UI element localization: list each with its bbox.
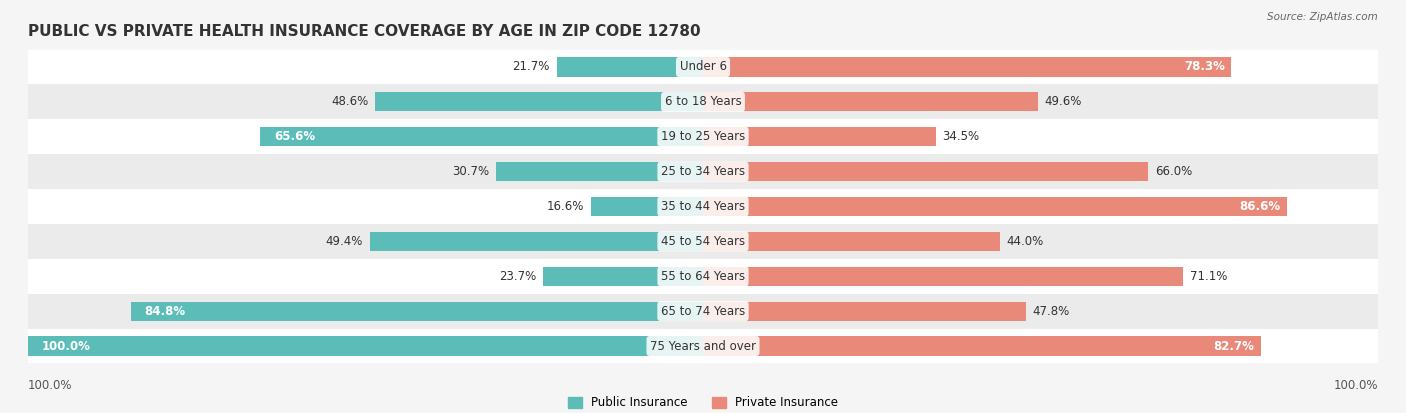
Text: 35 to 44 Years: 35 to 44 Years — [661, 200, 745, 213]
Bar — [703, 57, 1232, 76]
Bar — [28, 224, 1378, 259]
Text: Under 6: Under 6 — [679, 60, 727, 74]
Legend: Public Insurance, Private Insurance: Public Insurance, Private Insurance — [564, 392, 842, 413]
Text: 25 to 34 Years: 25 to 34 Years — [661, 165, 745, 178]
Bar — [28, 259, 1378, 294]
Text: 19 to 25 Years: 19 to 25 Years — [661, 130, 745, 143]
Text: 23.7%: 23.7% — [499, 270, 536, 283]
Bar — [131, 301, 703, 321]
Text: PUBLIC VS PRIVATE HEALTH INSURANCE COVERAGE BY AGE IN ZIP CODE 12780: PUBLIC VS PRIVATE HEALTH INSURANCE COVER… — [28, 24, 700, 39]
Bar — [28, 50, 1378, 84]
Text: 65.6%: 65.6% — [274, 130, 315, 143]
Bar — [703, 127, 936, 146]
Bar — [28, 84, 1378, 119]
Text: 100.0%: 100.0% — [28, 379, 73, 392]
Text: 100.0%: 100.0% — [1333, 379, 1378, 392]
Text: 78.3%: 78.3% — [1184, 60, 1225, 74]
Bar — [703, 92, 1038, 112]
Text: 82.7%: 82.7% — [1213, 339, 1254, 353]
Bar — [703, 337, 1261, 356]
Text: 71.1%: 71.1% — [1189, 270, 1227, 283]
Bar — [28, 154, 1378, 189]
Text: 75 Years and over: 75 Years and over — [650, 339, 756, 353]
Bar — [375, 92, 703, 112]
Bar — [28, 294, 1378, 329]
Text: 86.6%: 86.6% — [1240, 200, 1281, 213]
Bar — [496, 162, 703, 181]
Text: 49.4%: 49.4% — [325, 235, 363, 248]
Text: 16.6%: 16.6% — [547, 200, 585, 213]
Text: 65 to 74 Years: 65 to 74 Years — [661, 305, 745, 318]
Bar — [543, 267, 703, 286]
Bar — [28, 329, 1378, 363]
Text: 30.7%: 30.7% — [451, 165, 489, 178]
Bar — [260, 127, 703, 146]
Bar — [703, 267, 1182, 286]
Text: 84.8%: 84.8% — [145, 305, 186, 318]
Text: Source: ZipAtlas.com: Source: ZipAtlas.com — [1267, 12, 1378, 22]
Bar — [28, 189, 1378, 224]
Bar — [703, 162, 1149, 181]
Text: 44.0%: 44.0% — [1007, 235, 1043, 248]
Bar — [28, 119, 1378, 154]
Text: 21.7%: 21.7% — [512, 60, 550, 74]
Text: 34.5%: 34.5% — [942, 130, 980, 143]
Bar — [591, 197, 703, 216]
Bar — [370, 232, 703, 251]
Bar — [28, 337, 703, 356]
Text: 55 to 64 Years: 55 to 64 Years — [661, 270, 745, 283]
Bar — [703, 301, 1025, 321]
Bar — [703, 232, 1000, 251]
Text: 6 to 18 Years: 6 to 18 Years — [665, 95, 741, 108]
Text: 45 to 54 Years: 45 to 54 Years — [661, 235, 745, 248]
Text: 48.6%: 48.6% — [330, 95, 368, 108]
Bar — [557, 57, 703, 76]
Text: 100.0%: 100.0% — [42, 339, 90, 353]
Text: 47.8%: 47.8% — [1032, 305, 1070, 318]
Text: 49.6%: 49.6% — [1045, 95, 1081, 108]
Text: 66.0%: 66.0% — [1156, 165, 1192, 178]
Bar — [703, 197, 1288, 216]
